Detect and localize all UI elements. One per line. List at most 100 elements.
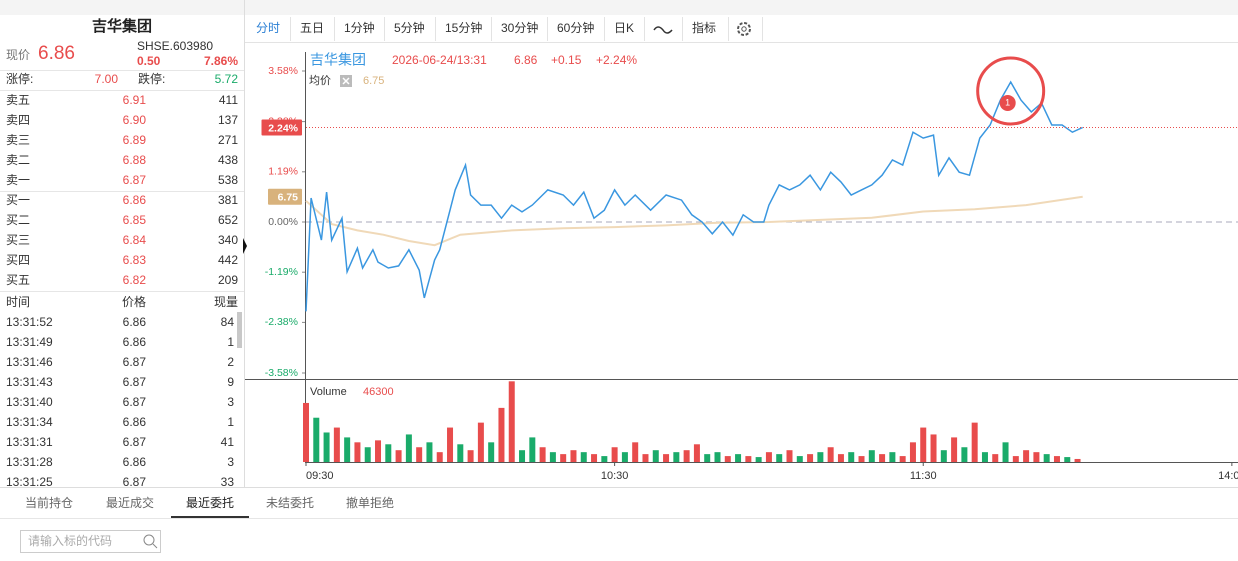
volume-bar: [868, 450, 875, 462]
volume-bar: [1053, 456, 1060, 462]
order-price: 6.85: [123, 213, 147, 227]
chart-tab[interactable]: 1分钟: [344, 20, 375, 35]
volume-bar: [539, 447, 546, 462]
price-line: [305, 80, 1084, 312]
order-qty: 271: [218, 133, 238, 147]
top-toolbar: [0, 0, 1238, 15]
bottom-tab[interactable]: 未结委托: [266, 496, 314, 510]
volume-bar: [344, 437, 351, 462]
search-placeholder: 请输入标的代码: [28, 533, 112, 548]
settings-icon-hole[interactable]: [741, 26, 747, 32]
volume-bar: [940, 450, 947, 462]
price-tag-label: 6.75: [278, 191, 299, 203]
order-side: 卖三: [6, 133, 30, 147]
volume-bar: [930, 434, 937, 462]
volume-bar: [827, 447, 834, 462]
volume-bar: [899, 456, 906, 462]
trade-cell: 41: [221, 435, 235, 449]
stock-name: 吉华集团: [92, 17, 152, 35]
volume-bar: [1074, 458, 1081, 462]
order-side: 卖四: [6, 113, 30, 127]
volume-last: 46300: [363, 386, 394, 398]
volume-bar: [796, 456, 803, 462]
volume-bar: [611, 447, 618, 462]
order-price: 6.82: [123, 273, 147, 287]
chart-tab[interactable]: 五日: [300, 21, 324, 35]
chart-tab[interactable]: 60分钟: [557, 20, 594, 35]
trade-cell: 6.87: [123, 435, 147, 449]
quote-info: 2026-06-24/13:31: [392, 53, 487, 67]
volume-bar: [519, 450, 526, 462]
collapse-arrow[interactable]: [243, 238, 247, 254]
trade-cell: 13:31:49: [6, 335, 53, 349]
order-price: 6.89: [123, 133, 147, 147]
trade-cell: 6.86: [123, 415, 147, 429]
volume-bar: [385, 444, 392, 462]
volume-bar: [364, 447, 371, 462]
order-qty: 538: [218, 173, 238, 187]
order-side: 买三: [6, 233, 30, 247]
avg-toggle-x[interactable]: [342, 77, 350, 85]
trade-cell: 13:31:40: [6, 395, 53, 409]
price-label: 现价: [6, 48, 30, 62]
trade-cell: 13:31:25: [6, 475, 53, 489]
chart-tab[interactable]: 30分钟: [501, 20, 538, 35]
trade-cell: 1: [227, 335, 234, 349]
volume-bar: [992, 454, 999, 462]
scrollbar[interactable]: [237, 312, 242, 348]
bottom-tab[interactable]: 最近委托: [186, 496, 234, 510]
trade-cell: 6.87: [123, 375, 147, 389]
trade-cell: 6.87: [123, 355, 147, 369]
chart-tab[interactable]: 5分钟: [394, 20, 425, 35]
avg-name: 均价: [309, 74, 331, 87]
bottom-tab[interactable]: 最近成交: [106, 495, 154, 510]
volume-bar: [1023, 450, 1030, 462]
volume-bar: [405, 434, 412, 462]
volume-bar: [786, 450, 793, 462]
chart-tab[interactable]: 15分钟: [445, 20, 482, 35]
volume-bar: [303, 402, 309, 462]
volume-bar: [447, 427, 454, 462]
trade-cell: 13:31:43: [6, 375, 53, 389]
volume-bar: [621, 452, 628, 462]
volume-bar: [724, 456, 731, 462]
active-tab-underline: [171, 516, 249, 518]
trade-cell: 13:31:31: [6, 435, 53, 449]
price: 6.86: [38, 43, 75, 64]
trade-cell: 13:31:28: [6, 455, 53, 469]
volume-bar: [1012, 456, 1019, 462]
volume-bar: [714, 452, 721, 462]
chart-tab[interactable]: 指标: [692, 20, 716, 35]
volume-bar: [971, 422, 978, 462]
annotation-ring: [976, 56, 1046, 126]
volume-bar: [632, 442, 639, 462]
limit-down: 5.72: [215, 72, 239, 86]
trade-cell: 84: [221, 315, 235, 329]
volume-bar: [961, 447, 968, 462]
order-price: 6.88: [123, 153, 147, 167]
search-input[interactable]: [20, 530, 161, 553]
chart-tab[interactable]: 分时: [256, 21, 280, 35]
bottom-tab[interactable]: 撤单拒绝: [346, 495, 394, 510]
series-name: 吉华集团: [310, 52, 366, 68]
chart-tab[interactable]: 日K: [614, 21, 634, 35]
limit-up: 7.00: [95, 72, 119, 86]
order-qty: 209: [218, 273, 238, 287]
volume-bar: [467, 450, 474, 462]
trade-cell: 6.86: [123, 315, 147, 329]
bottom-tab[interactable]: 当前持仓: [25, 495, 73, 510]
volume-bar: [652, 450, 659, 462]
volume-bar: [848, 452, 855, 462]
trade-cell: 3: [227, 395, 234, 409]
order-price: 6.83: [123, 253, 147, 267]
volume-bar: [375, 440, 382, 462]
volume-bar: [765, 452, 772, 462]
volume-bar: [745, 456, 752, 462]
wave-icon[interactable]: [653, 26, 673, 34]
trade-cell: 1: [227, 415, 234, 429]
settings-icon[interactable]: [737, 22, 751, 36]
trades-header: 时间: [6, 295, 30, 309]
trades-header: 价格: [122, 294, 146, 309]
volume-bar: [323, 432, 330, 462]
